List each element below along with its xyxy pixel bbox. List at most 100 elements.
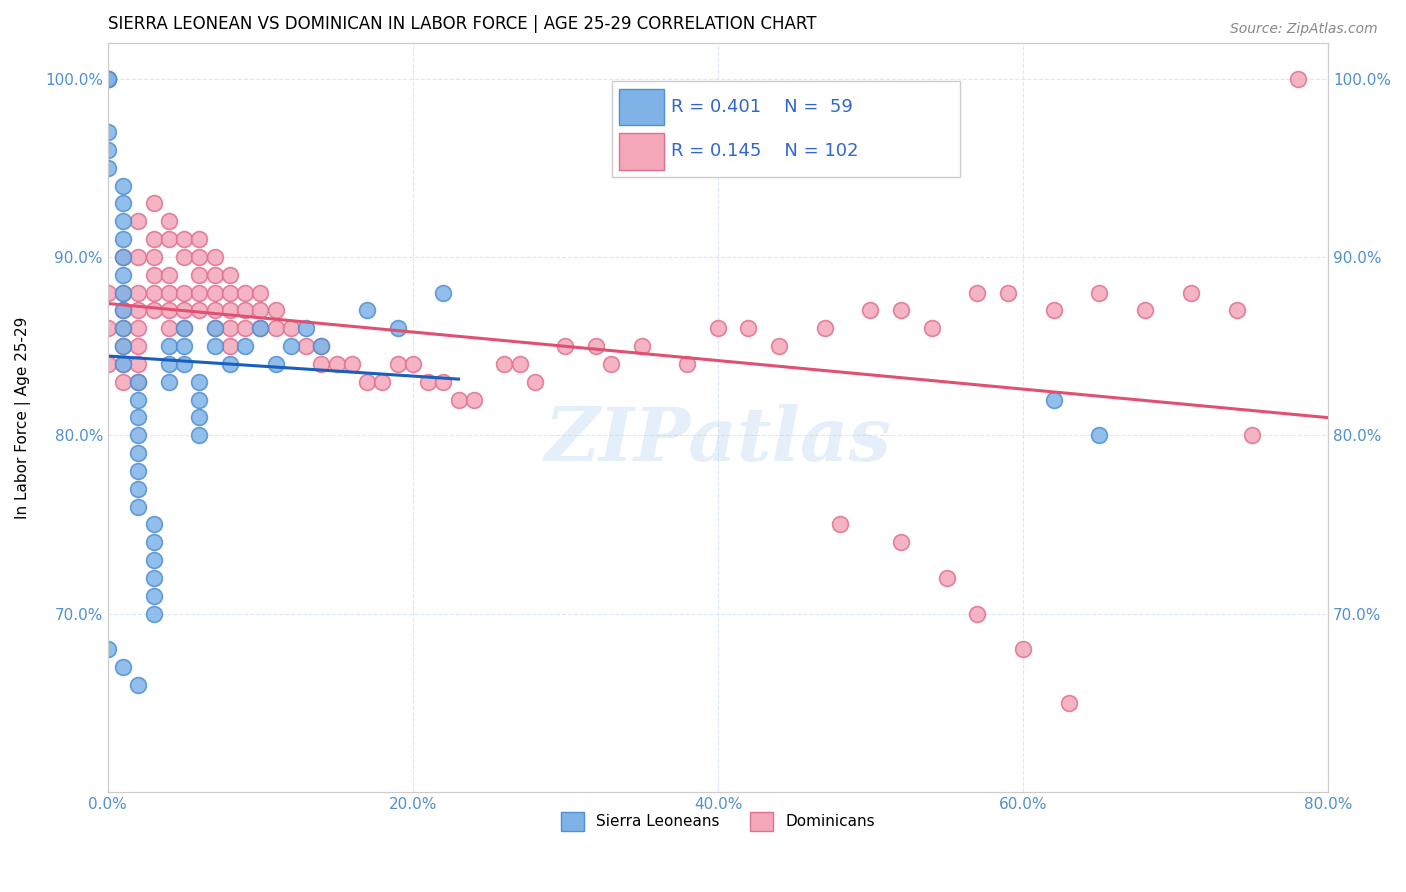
Legend: Sierra Leoneans, Dominicans: Sierra Leoneans, Dominicans [555, 805, 882, 837]
Point [432, 285, 454, 300]
Point [111, 339, 134, 353]
Point [311, 339, 333, 353]
Point [249, 303, 271, 318]
Point [111, 660, 134, 674]
Point [1286, 71, 1309, 86]
Point [111, 196, 134, 211]
Point [157, 232, 180, 246]
Point [249, 285, 271, 300]
Point [111, 303, 134, 318]
Point [111, 303, 134, 318]
Point [97, 161, 120, 175]
Point [97, 285, 120, 300]
Point [127, 482, 149, 496]
Point [111, 285, 134, 300]
Point [218, 321, 240, 335]
Point [127, 464, 149, 478]
Point [127, 678, 149, 692]
Point [157, 214, 180, 228]
Point [157, 268, 180, 282]
Text: R = 0.401    N =  59: R = 0.401 N = 59 [672, 98, 853, 116]
Point [1012, 642, 1035, 657]
Point [142, 571, 165, 585]
Point [1180, 285, 1202, 300]
Point [416, 375, 439, 389]
Point [142, 535, 165, 549]
Point [311, 357, 333, 371]
Point [111, 285, 134, 300]
Point [173, 321, 195, 335]
Point [1240, 428, 1263, 442]
Point [188, 392, 211, 407]
Point [97, 357, 120, 371]
Point [233, 303, 256, 318]
FancyBboxPatch shape [619, 133, 665, 169]
Point [859, 303, 882, 318]
Point [295, 321, 318, 335]
Point [127, 375, 149, 389]
Point [173, 232, 195, 246]
Point [157, 321, 180, 335]
Point [509, 357, 531, 371]
Point [585, 339, 607, 353]
Point [142, 232, 165, 246]
Point [1226, 303, 1249, 318]
Text: Source: ZipAtlas.com: Source: ZipAtlas.com [1230, 22, 1378, 37]
Text: R = 0.145    N = 102: R = 0.145 N = 102 [672, 142, 859, 160]
Text: SIERRA LEONEAN VS DOMINICAN IN LABOR FORCE | AGE 25-29 CORRELATION CHART: SIERRA LEONEAN VS DOMINICAN IN LABOR FOR… [108, 15, 817, 33]
Point [111, 321, 134, 335]
Point [966, 285, 988, 300]
Point [127, 410, 149, 425]
Point [768, 339, 790, 353]
Point [264, 357, 287, 371]
Point [828, 517, 851, 532]
Point [142, 196, 165, 211]
Point [142, 607, 165, 621]
Point [127, 392, 149, 407]
Point [127, 250, 149, 264]
Point [356, 375, 378, 389]
Point [127, 375, 149, 389]
Y-axis label: In Labor Force | Age 25-29: In Labor Force | Age 25-29 [15, 317, 31, 518]
Point [204, 339, 226, 353]
Point [111, 375, 134, 389]
Point [111, 232, 134, 246]
Point [111, 178, 134, 193]
Point [188, 375, 211, 389]
Point [249, 321, 271, 335]
Point [494, 357, 516, 371]
Point [97, 143, 120, 157]
Point [204, 321, 226, 335]
Point [630, 339, 652, 353]
Point [707, 321, 730, 335]
Point [204, 285, 226, 300]
Point [188, 250, 211, 264]
Point [188, 410, 211, 425]
Point [554, 339, 576, 353]
Point [356, 303, 378, 318]
Point [432, 375, 454, 389]
Point [111, 268, 134, 282]
Point [157, 285, 180, 300]
Point [188, 232, 211, 246]
Point [280, 321, 302, 335]
Point [157, 303, 180, 318]
Point [218, 357, 240, 371]
Point [188, 285, 211, 300]
Point [142, 285, 165, 300]
Point [204, 250, 226, 264]
Point [97, 71, 120, 86]
Point [966, 607, 988, 621]
Point [127, 339, 149, 353]
Point [127, 446, 149, 460]
Point [111, 250, 134, 264]
Point [233, 285, 256, 300]
Point [921, 321, 943, 335]
Point [142, 517, 165, 532]
Point [997, 285, 1019, 300]
Point [188, 268, 211, 282]
Point [371, 375, 394, 389]
Point [935, 571, 957, 585]
Point [142, 250, 165, 264]
Point [890, 303, 912, 318]
